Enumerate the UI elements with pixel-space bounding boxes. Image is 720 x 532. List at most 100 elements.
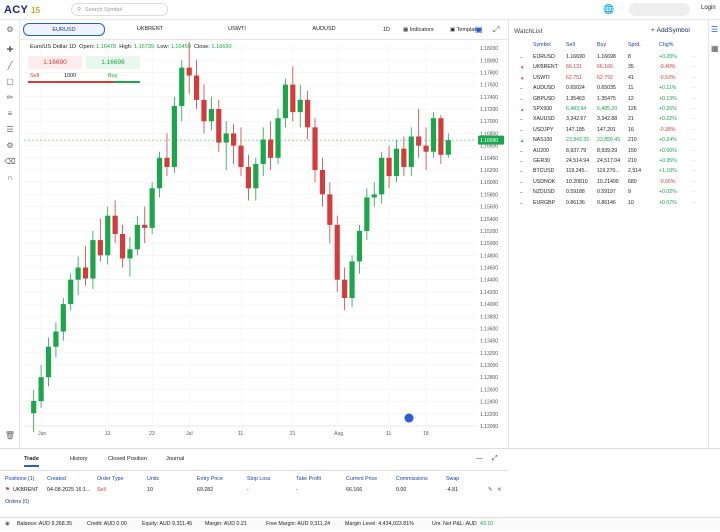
- quantity-input[interactable]: 1000: [64, 73, 77, 79]
- account-pill[interactable]: [629, 3, 690, 16]
- direction-icon: –: [520, 127, 523, 133]
- watchlist-row[interactable]: ▲ NAS100 23,843.35 23,850.45 210 +0.24% ···: [509, 136, 709, 145]
- more-icon[interactable]: ···: [691, 54, 697, 60]
- tab-history[interactable]: History: [70, 456, 88, 462]
- candle-body: [193, 75, 200, 100]
- wl-sell: 0.65024: [566, 85, 585, 92]
- candle-body: [423, 145, 429, 152]
- watchlist-row[interactable]: – EURUSD 1.16690 1.16698 8 +0.20% ···: [509, 53, 709, 62]
- chart-area[interactable]: 1.18200 1.18000 1.17800 1.17600 1.17400 1.172…: [20, 40, 508, 448]
- tab-ukbrent[interactable]: UKBRENT: [136, 26, 164, 32]
- direction-icon: –: [520, 200, 523, 206]
- close-position-icon[interactable]: ✕: [497, 487, 502, 493]
- tab-uswti[interactable]: USWTI: [228, 26, 246, 32]
- channel-icon[interactable]: ≡: [7, 109, 13, 118]
- y-tick-label: 1.14200: [480, 290, 498, 296]
- watchlist-row[interactable]: – NZDUSD 0.59188 0.59197 9 +0.02% ···: [509, 188, 709, 197]
- globe-icon[interactable]: 🌐: [603, 4, 615, 14]
- watchlist-row[interactable]: – EURGBP 0.86136 0.86146 10 +0.07% ···: [509, 199, 709, 208]
- edit-icon[interactable]: ✎: [488, 487, 493, 493]
- more-icon[interactable]: ···: [691, 147, 697, 154]
- save-layout-icon[interactable]: ▣: [475, 25, 483, 34]
- free-margin: Free Margin: AUD 9,311.24: [266, 521, 331, 527]
- magnet-icon[interactable]: ∩: [7, 173, 13, 182]
- calendar-icon[interactable]: ▦: [711, 44, 719, 53]
- more-icon[interactable]: ···: [691, 189, 697, 196]
- watchlist-icon[interactable]: ☰: [711, 25, 719, 34]
- tab-closed-position[interactable]: Closed Position: [108, 456, 147, 462]
- indicators-button[interactable]: ▦ Indicators: [403, 27, 434, 33]
- watchlist-row[interactable]: – USDNOK 10.20810 10.21490 680 -0.06% ···: [509, 178, 709, 187]
- minimize-icon[interactable]: —: [476, 455, 483, 462]
- sell-label[interactable]: Sell: [30, 73, 40, 79]
- more-icon[interactable]: ···: [691, 74, 697, 81]
- position-row[interactable]: ⚑ UKBRENT 04-08-2025 16:1... Sell 10 69.…: [0, 487, 508, 496]
- watchlist-row[interactable]: – USDJPY 147.185 147.201 16 -0.38% ···: [509, 126, 709, 135]
- watchlist-row[interactable]: – BTCUSD 119,245... 119,270... 2,514 +1.10% ··…: [509, 167, 709, 176]
- login-link[interactable]: Login: [701, 5, 716, 11]
- pitchfork-icon[interactable]: ⚙: [6, 141, 14, 150]
- timeframe-select[interactable]: 1D: [383, 27, 391, 33]
- wl-sell: 1.16690: [566, 54, 585, 60]
- wl-change: +1.10%: [659, 168, 677, 175]
- ruler-icon[interactable]: ✏: [6, 93, 14, 102]
- trash-icon[interactable]: 🗑: [4, 431, 16, 440]
- tab-trade[interactable]: Trade: [24, 456, 39, 467]
- wl-change: -0.53%: [659, 74, 676, 81]
- wl-sell: 1.35463: [566, 95, 585, 102]
- symbol-tabs-bar: EURUSD UKBRENT USWTI AUDUSD 1D ▦ Indicat…: [20, 20, 508, 40]
- wl-symbol: AUDUSD: [533, 85, 555, 92]
- tab-eurusd[interactable]: EURUSD: [23, 23, 105, 36]
- more-icon[interactable]: ···: [691, 126, 697, 133]
- more-icon[interactable]: ···: [691, 199, 697, 206]
- y-tick-label: 1.13600: [480, 326, 498, 332]
- sell-price-button[interactable]: 1.16690: [28, 56, 82, 69]
- settings-icon[interactable]: ⚙: [6, 25, 14, 34]
- watchlist-row[interactable]: – GBPUSD 1.35463 1.35475 12 +0.13% ···: [509, 95, 709, 104]
- add-symbol-button[interactable]: + AddSymbol: [651, 27, 690, 34]
- more-icon[interactable]: ···: [691, 85, 697, 92]
- crosshair-icon[interactable]: ✚: [6, 45, 14, 54]
- orders-tab[interactable]: Orders (0): [5, 499, 30, 505]
- watchlist-row[interactable]: – GER30 24,514.94 24,517.04 210 +0.35% ···: [509, 157, 709, 166]
- search-input[interactable]: ⚲ Search Symbol: [71, 3, 168, 16]
- fullscreen-icon[interactable]: ⤢: [493, 25, 500, 34]
- col-units: Units: [147, 476, 160, 482]
- expand-icon[interactable]: ⤢: [492, 455, 498, 462]
- templates-button[interactable]: ▣ Templates: [450, 27, 482, 33]
- direction-icon: –: [520, 148, 523, 154]
- account-status-bar: ◉ Balance: AUD 9,268.35 Credit: AUD 0.00…: [0, 517, 720, 531]
- watchlist-panel: WatchList + AddSymbol Symbol Sell Buy Sp…: [508, 20, 708, 448]
- more-icon[interactable]: ···: [691, 64, 697, 71]
- more-icon[interactable]: ···: [691, 178, 697, 185]
- trendline-icon[interactable]: ╱: [7, 61, 13, 70]
- tab-audusd[interactable]: AUDUSD: [312, 26, 336, 32]
- candle-body: [142, 224, 148, 228]
- more-icon[interactable]: ···: [691, 106, 697, 112]
- rectangle-icon[interactable]: ▢: [6, 77, 14, 86]
- more-icon[interactable]: ···: [691, 116, 697, 123]
- more-icon[interactable]: ···: [691, 168, 697, 175]
- candle-body: [356, 230, 363, 262]
- watchlist-row[interactable]: ▼ UKBRENT 66.131 66.166 35 -0.40% ···: [509, 63, 709, 72]
- watchlist-row[interactable]: ▲ SPX500 6,483.94 6,485.20 126 +0.26% ···: [509, 105, 709, 114]
- tab-journal[interactable]: Journal: [166, 456, 185, 462]
- more-icon[interactable]: ···: [691, 95, 697, 102]
- x-tick-label: 11: [386, 431, 391, 437]
- candle-body: [90, 240, 96, 279]
- watchlist-row[interactable]: ▼ USWTI 62.751 62.792 41 -0.53% ···: [509, 74, 709, 83]
- buy-price-button[interactable]: 1.16698: [86, 56, 140, 69]
- watchlist-row[interactable]: – XAUUSD 3,342.67 3,342.88 21 +0.22% ···: [509, 115, 709, 124]
- text-icon[interactable]: ⌫: [4, 157, 16, 166]
- more-icon[interactable]: ···: [691, 137, 697, 144]
- more-icon[interactable]: ···: [691, 158, 697, 164]
- watchlist-row[interactable]: – AUDUSD 0.65024 0.65035 11 +0.11% ···: [509, 84, 709, 93]
- wl-spread: 210: [628, 158, 637, 164]
- watchlist-row[interactable]: – AU200 8,937.79 8,939.29 150 +0.60% ···: [509, 147, 709, 156]
- candle-body: [312, 127, 318, 170]
- positions-tab[interactable]: Positions (1): [5, 476, 35, 482]
- candlestick-chart[interactable]: 1.18200 1.18000 1.17800 1.17600 1.17400 1.172…: [20, 40, 508, 448]
- buy-label[interactable]: Buy: [108, 73, 118, 79]
- wl-spread: 8: [628, 54, 631, 60]
- fib-icon[interactable]: ☰: [6, 125, 14, 134]
